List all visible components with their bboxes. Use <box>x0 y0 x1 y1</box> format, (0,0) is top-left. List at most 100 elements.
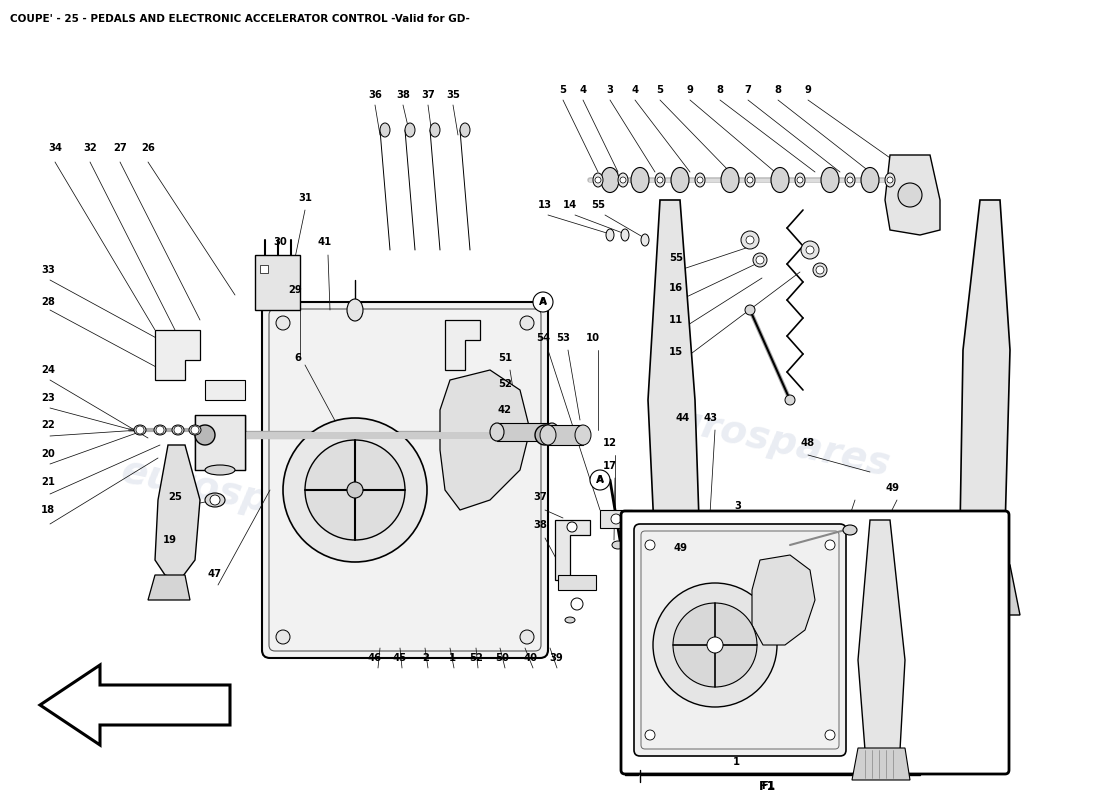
Text: 49: 49 <box>886 483 899 493</box>
Ellipse shape <box>671 167 689 193</box>
Polygon shape <box>644 595 700 640</box>
Text: 31: 31 <box>298 193 312 203</box>
Circle shape <box>754 253 767 267</box>
Text: 34: 34 <box>48 143 62 153</box>
Text: 55: 55 <box>669 253 683 263</box>
Text: 45: 45 <box>393 653 407 663</box>
FancyBboxPatch shape <box>262 302 548 658</box>
Text: 52: 52 <box>498 379 512 389</box>
Ellipse shape <box>379 123 390 137</box>
Ellipse shape <box>430 123 440 137</box>
Text: 3: 3 <box>735 501 741 511</box>
Ellipse shape <box>490 423 504 441</box>
Text: eurospares: eurospares <box>646 396 894 484</box>
Ellipse shape <box>631 167 649 193</box>
Ellipse shape <box>886 173 895 187</box>
Ellipse shape <box>845 173 855 187</box>
Text: 3: 3 <box>606 85 614 95</box>
Bar <box>600 510 632 528</box>
Text: 41: 41 <box>318 237 332 247</box>
Circle shape <box>798 177 803 183</box>
Text: 52: 52 <box>469 653 483 663</box>
Text: A: A <box>539 298 547 306</box>
Text: 4: 4 <box>580 85 586 95</box>
Ellipse shape <box>593 173 603 187</box>
Text: 36: 36 <box>368 90 382 100</box>
Circle shape <box>136 426 144 434</box>
Text: 4: 4 <box>631 85 639 95</box>
Circle shape <box>195 425 214 445</box>
Circle shape <box>620 177 626 183</box>
Text: 50: 50 <box>495 653 509 663</box>
Circle shape <box>898 183 922 207</box>
Polygon shape <box>752 555 815 645</box>
Text: 9: 9 <box>686 85 693 95</box>
Polygon shape <box>40 665 230 745</box>
Ellipse shape <box>205 493 225 507</box>
Text: 24: 24 <box>41 365 55 375</box>
Text: 15: 15 <box>669 347 683 357</box>
Bar <box>558 575 596 590</box>
Circle shape <box>741 231 759 249</box>
Circle shape <box>210 495 220 505</box>
Circle shape <box>571 598 583 610</box>
Ellipse shape <box>565 617 575 623</box>
Text: 1: 1 <box>449 653 455 663</box>
Text: 2: 2 <box>422 653 429 663</box>
Text: 43: 43 <box>703 413 717 423</box>
Circle shape <box>825 730 835 740</box>
Polygon shape <box>960 200 1010 570</box>
Ellipse shape <box>405 123 415 137</box>
Text: 47: 47 <box>208 569 222 579</box>
Text: 25: 25 <box>168 492 182 502</box>
Circle shape <box>887 177 893 183</box>
Text: 10: 10 <box>586 333 600 343</box>
Text: 19: 19 <box>163 535 177 545</box>
Circle shape <box>847 177 852 183</box>
Polygon shape <box>556 520 590 580</box>
Circle shape <box>645 540 654 550</box>
Circle shape <box>745 305 755 315</box>
Text: 46: 46 <box>367 653 382 663</box>
Ellipse shape <box>618 173 628 187</box>
Text: 27: 27 <box>113 143 127 153</box>
Text: 16: 16 <box>669 283 683 293</box>
Text: 53: 53 <box>557 333 570 343</box>
Ellipse shape <box>189 425 201 435</box>
Polygon shape <box>155 330 200 380</box>
Ellipse shape <box>612 541 624 549</box>
Bar <box>205 380 245 400</box>
Text: 49: 49 <box>673 543 688 553</box>
Circle shape <box>813 263 827 277</box>
Text: 8: 8 <box>716 85 724 95</box>
Ellipse shape <box>346 299 363 321</box>
Text: 9: 9 <box>804 85 812 95</box>
Text: 22: 22 <box>41 420 55 430</box>
Text: 55: 55 <box>591 200 605 210</box>
Text: 13: 13 <box>538 200 552 210</box>
Circle shape <box>535 425 556 445</box>
Text: 8: 8 <box>774 85 781 95</box>
Text: 32: 32 <box>84 143 97 153</box>
Text: A: A <box>539 297 547 307</box>
Text: 28: 28 <box>41 297 55 307</box>
Polygon shape <box>446 320 480 370</box>
Text: F1: F1 <box>761 781 774 791</box>
Circle shape <box>346 482 363 498</box>
Circle shape <box>746 236 754 244</box>
Polygon shape <box>852 748 910 780</box>
Bar <box>548 425 583 445</box>
Circle shape <box>747 177 754 183</box>
Circle shape <box>653 583 777 707</box>
Circle shape <box>276 316 290 330</box>
Text: COUPE' - 25 - PEDALS AND ELECTRONIC ACCELERATOR CONTROL -Valid for GD-: COUPE' - 25 - PEDALS AND ELECTRONIC ACCE… <box>10 14 470 24</box>
Bar <box>497 423 552 441</box>
Text: 5: 5 <box>657 85 663 95</box>
Circle shape <box>756 256 764 264</box>
Text: 5: 5 <box>560 85 566 95</box>
Text: 54: 54 <box>536 333 550 343</box>
Circle shape <box>595 177 601 183</box>
Text: 21: 21 <box>41 477 55 487</box>
Text: 11: 11 <box>669 315 683 325</box>
Circle shape <box>566 522 578 532</box>
